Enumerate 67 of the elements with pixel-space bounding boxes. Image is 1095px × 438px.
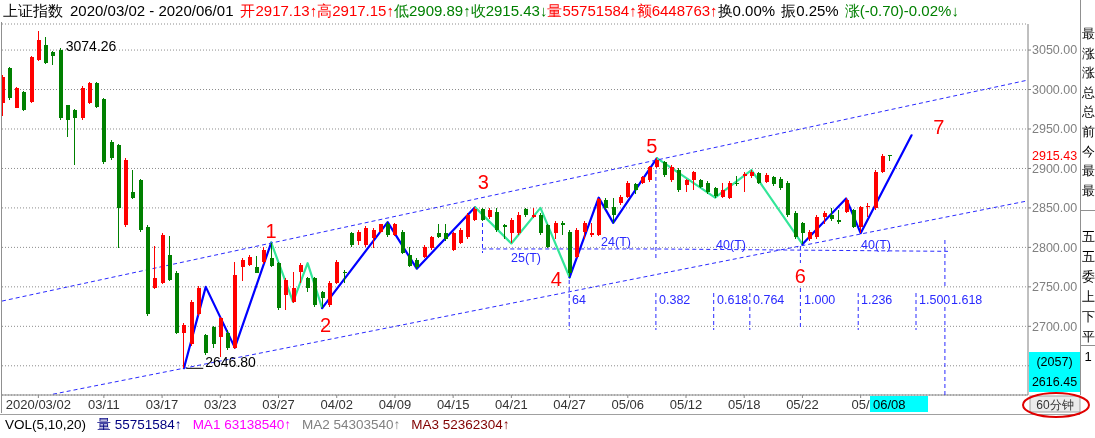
text: 2915.43 — [1032, 149, 1078, 164]
text: 振0.25% — [781, 2, 839, 19]
y-tick-label: 3000.00 — [1032, 82, 1078, 97]
text: VOL(5,10,20) — [5, 417, 87, 432]
x-tick-label: 2020/03/02 — [5, 396, 71, 412]
text: MA3 52362304↑ — [411, 417, 510, 432]
cursor-readout-box: (2057) 2616.45 — [1029, 352, 1080, 392]
x-tick-label: 03/17 — [145, 396, 179, 412]
x-tick-label: 05/12 — [669, 396, 703, 412]
x-tick-label: 03/27 — [262, 396, 295, 412]
text: 换0.00% — [717, 2, 776, 19]
y-tick-label: 3050.00 — [1032, 43, 1078, 58]
annotation: 1.618 — [951, 293, 983, 307]
text: MA1 63138540↑ — [192, 417, 291, 432]
annotation: 4 — [550, 268, 562, 291]
annotation: 1.236 — [861, 293, 893, 307]
annotation: 3 — [477, 171, 489, 194]
annotation: 7 — [933, 116, 945, 139]
text: MA2 54303540↑ — [301, 417, 401, 432]
text: 量55751584↑ — [547, 2, 637, 19]
x-tick-label: 05/18 — [727, 396, 761, 412]
x-tick-label: 04/09 — [378, 396, 412, 412]
annotation: 40(T) — [716, 238, 746, 252]
annotation: 1.500 — [919, 293, 951, 307]
annotation: 64 — [572, 293, 586, 307]
x-tick-label: 04/02 — [320, 396, 353, 412]
text: 五五委上下平 — [1081, 229, 1095, 344]
annotation: 0.618 — [717, 293, 749, 307]
y-tick-label: 2850.00 — [1032, 201, 1078, 216]
annotation: 25(T) — [511, 251, 541, 265]
x-tick-label: 04/21 — [495, 396, 528, 412]
annotation: 24(T) — [601, 235, 631, 249]
text: 额6448763↑ — [636, 2, 718, 19]
cursor-date-box: 06/08 — [870, 396, 928, 412]
chart-title: 上证指数 — [3, 2, 63, 19]
x-tick-label: 03/23 — [204, 396, 237, 412]
text: 1 — [1084, 349, 1092, 364]
text: 量 55751584↑ — [97, 417, 182, 432]
annotation: 5 — [646, 135, 658, 158]
annotation: 6 — [794, 265, 806, 288]
x-tick-label: 05/ — [851, 396, 871, 412]
text: 低2909.89↑ — [393, 2, 471, 19]
x-tick-label: 04/27 — [553, 396, 586, 412]
y-tick-label: 2950.00 — [1032, 122, 1078, 137]
y-tick-label: 2750.00 — [1032, 280, 1078, 295]
annotation: 2 — [319, 314, 332, 337]
x-tick-label: 03/11 — [88, 396, 120, 412]
annotation: 2646.80 — [205, 354, 257, 371]
chart-subtitle: 2020/03/02 - 2020/06/01 — [70, 2, 234, 19]
annotation: 3074.26 — [65, 37, 117, 54]
x-tick-label: 05/22 — [786, 396, 819, 412]
y-tick-label: 2900.00 — [1032, 161, 1078, 176]
annotation: 1.000 — [804, 293, 836, 307]
text: 涨(-0.70)-0.02%↓ — [844, 2, 959, 19]
x-tick-label: 05/06 — [611, 396, 645, 412]
period-button: 60分钟 — [1029, 395, 1081, 413]
annotation: 1 — [265, 219, 277, 242]
annotation: 0.382 — [659, 293, 691, 307]
text: 高2917.15↑ — [317, 2, 394, 19]
text: 最涨涨总总前今最最 — [1081, 26, 1095, 198]
x-tick-label: 04/15 — [436, 396, 470, 412]
text: 开2917.13↑ — [240, 2, 318, 19]
y-tick-label: 2700.00 — [1032, 319, 1078, 334]
annotation: 40(T) — [861, 238, 891, 252]
text: 收2915.43↓ — [470, 2, 548, 19]
y-tick-label: 2800.00 — [1032, 240, 1078, 255]
annotation: 0.764 — [753, 293, 785, 307]
